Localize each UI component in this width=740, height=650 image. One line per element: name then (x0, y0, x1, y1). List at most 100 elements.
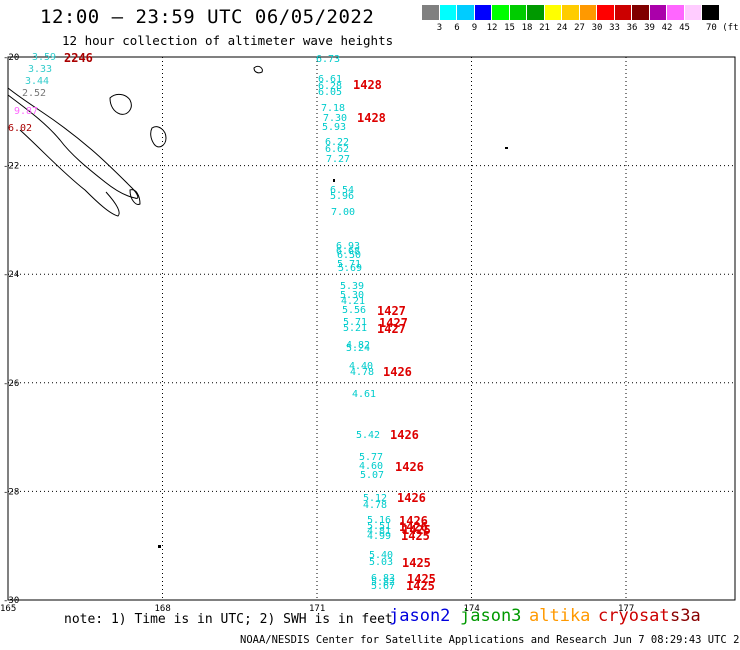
wave-height-label: 3.33 (28, 64, 53, 75)
credit-line: NOAA/NESDIS Center for Satellite Applica… (240, 634, 740, 646)
wave-height-label: 5.56 (342, 305, 367, 316)
wave-height-label: 7.27 (326, 154, 351, 165)
pass-time-label: 1428 (357, 111, 386, 125)
lat-label: -24 (3, 270, 19, 280)
wave-height-label: 4.81 (367, 526, 392, 537)
lat-label: -22 (3, 162, 19, 172)
wave-height-label: 5.93 (322, 122, 347, 133)
wave-height-label: 6.05 (318, 87, 343, 98)
wave-height-label: 5.51 (367, 521, 392, 532)
wave-height-label: 6.68 (336, 246, 361, 257)
wave-height-label: 5.96 (330, 191, 355, 202)
wave-height-label: 6.50 (337, 250, 362, 261)
wave-height-label: 6.54 (330, 185, 355, 196)
pass-time-label: 1425 (402, 556, 431, 570)
pass-time-label: 1425 (401, 529, 430, 543)
lon-label: 177 (618, 604, 634, 614)
legend-swatch (649, 5, 667, 20)
legend-unit: 70 (ft) (706, 23, 740, 33)
pass-time-label: 1427 (377, 304, 406, 318)
island-dot (158, 545, 161, 548)
new-caledonia-coast (7, 65, 263, 217)
legend-label: 45 (679, 23, 690, 33)
pass-time-label: 1427 (379, 316, 408, 330)
legend-label: 18 (521, 23, 533, 33)
legend-label: 33 (609, 23, 620, 33)
legend-swatch (492, 5, 510, 20)
wave-height-label: 4.99 (367, 531, 392, 542)
lat-label: -26 (3, 379, 19, 389)
wave-height-label: 4.82 (346, 340, 371, 351)
satellite-legend-s3a: s3a (670, 606, 701, 626)
satellite-legend-altika: altika (529, 606, 591, 626)
wave-height-label: 4.60 (359, 461, 384, 472)
legend-swatch (509, 5, 527, 20)
island-dot (505, 147, 508, 149)
legend-label: 21 (539, 23, 550, 33)
pass-time-label: 1425 (406, 579, 435, 593)
pass-time-label: 1426 (399, 514, 428, 528)
wave-height-label: 7.00 (331, 207, 356, 218)
legend-label: 30 (591, 23, 603, 33)
legend-swatch (702, 5, 720, 20)
footnote: note: 1) Time is in UTC; 2) SWH is in fe… (64, 612, 393, 627)
legend-swatch (667, 5, 685, 20)
legend-swatch (422, 5, 440, 20)
legend-swatch (579, 5, 597, 20)
legend-label: 3 (436, 23, 443, 33)
wave-height-label: 5.67 (371, 581, 396, 592)
wave-height-label: 5.12 (363, 493, 388, 504)
legend-swatch (684, 5, 702, 20)
pass-time-label: 1426 (395, 460, 424, 474)
pass-time-label: 1426 (399, 520, 428, 534)
legend-label: 12 (486, 23, 498, 33)
lon-label: 165 (0, 604, 16, 614)
satellite-legend-jason3: jason3 (460, 606, 522, 626)
wave-height-label: 4.78 (363, 500, 388, 511)
lon-label: 171 (309, 604, 325, 614)
legend-label: 42 (661, 23, 673, 33)
pass-time-label: 1426 (390, 428, 419, 442)
satellite-legend-jason2: jason2 (389, 606, 451, 626)
color-legend (422, 5, 720, 20)
wave-height-label: 5.71 (343, 317, 368, 328)
pass-time-label: 1426 (383, 365, 412, 379)
wave-height-label: 4.78 (350, 367, 375, 378)
wave-height-label: 6.83 (371, 573, 396, 584)
wave-height-label: 5.40 (369, 550, 394, 561)
lon-label: 174 (464, 604, 480, 614)
wave-height-label: 5.24 (346, 343, 371, 354)
legend-swatch (562, 5, 580, 20)
lat-label: -20 (3, 53, 19, 63)
legend-label: 9 (471, 23, 478, 33)
wave-height-label: 5.39 (340, 281, 365, 292)
pass-time-label: 1428 (353, 78, 382, 92)
pass-time-label: 1425 (407, 572, 436, 586)
lon-label: 168 (155, 604, 171, 614)
pass-time-label: 1426 (397, 491, 426, 505)
small-islands (158, 147, 508, 548)
satellite-legend-cryosat: cryosat (598, 606, 670, 626)
legend-swatch (439, 5, 457, 20)
wave-height-label: 4.61 (352, 389, 377, 400)
wave-height-label: 5.03 (369, 557, 394, 568)
legend-label: 15 (504, 23, 515, 33)
legend-label: 24 (556, 23, 568, 33)
wave-height-label: 6.22 (325, 137, 350, 148)
wave-height-label: 6.02 (8, 123, 33, 134)
map-subtitle: 12 hour collection of altimeter wave hei… (62, 33, 394, 48)
pass-time-label: 2246 (64, 51, 93, 65)
wave-height-label: 6.28 (318, 81, 343, 92)
lat-lon-grid (8, 56, 735, 601)
wave-height-label: 5.16 (367, 515, 392, 526)
legend-swatch (614, 5, 632, 20)
legend-label: 39 (644, 23, 655, 33)
wave-height-label: 9.87 (14, 106, 39, 117)
wave-height-label: 3.44 (25, 76, 50, 87)
wave-height-label: 3.59 (32, 52, 57, 63)
wave-height-label: 6.73 (316, 54, 341, 65)
legend-swatch (474, 5, 492, 20)
wave-height-label: 5.07 (360, 470, 385, 481)
map-title: 12:00 – 23:59 UTC 06/05/2022 (40, 6, 375, 28)
